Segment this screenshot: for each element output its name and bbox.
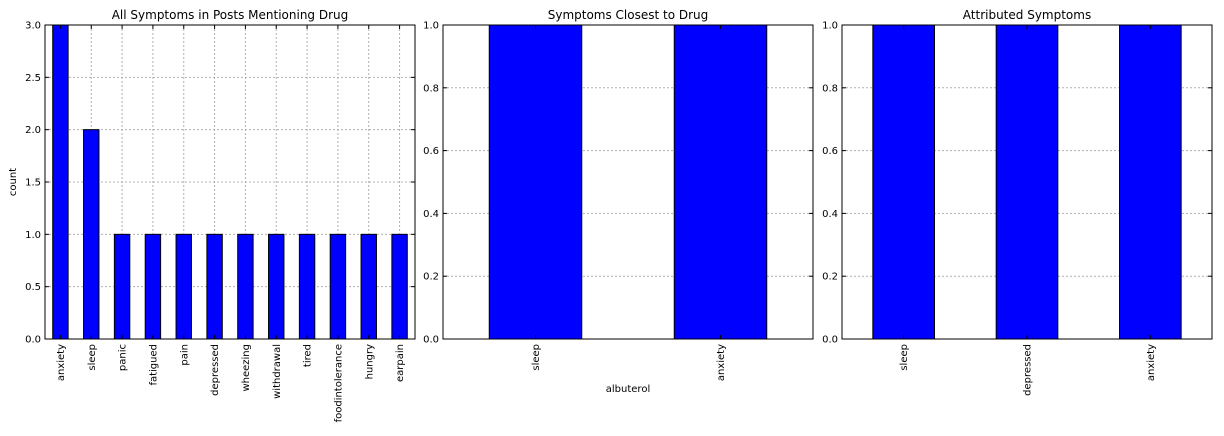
- bar-panic: [113, 233, 131, 340]
- x-tick-label: hungry: [364, 344, 375, 379]
- y-tick-label: 0.0: [423, 335, 439, 346]
- x-tick-label: anxiety: [716, 344, 727, 381]
- y-axis-label: count: [8, 168, 19, 196]
- bar-fatigued: [144, 233, 162, 340]
- bar-anxiety: [52, 24, 69, 340]
- bar-sleep: [872, 24, 935, 340]
- y-tick-label: 0.0: [822, 335, 838, 346]
- y-tick-label: 2.5: [25, 73, 41, 84]
- bar-tired: [298, 233, 316, 340]
- x-tick-label: fatigued: [148, 344, 159, 386]
- bar-pain: [175, 233, 192, 340]
- x-tick-label: sleep: [531, 344, 542, 371]
- x-tick-label: wheezing: [241, 344, 252, 392]
- bar-depressed: [206, 233, 223, 340]
- y-tick-label: 0.8: [822, 83, 838, 94]
- x-tick-label: foodintolerance: [333, 344, 344, 422]
- x-tick-label: earpain: [395, 344, 406, 382]
- y-tick-label: 0.4: [822, 209, 838, 220]
- bar-depressed: [995, 24, 1059, 340]
- x-axis-label: albuterol: [606, 384, 650, 395]
- bar-withdrawal: [268, 233, 285, 340]
- y-tick-label: 0.2: [423, 272, 439, 283]
- y-tick-label: 0.6: [822, 146, 838, 157]
- y-tick-label: 0.6: [423, 146, 439, 157]
- bar-sleep: [488, 24, 583, 340]
- x-tick-label: withdrawal: [272, 344, 283, 399]
- bar-anxiety: [673, 24, 768, 340]
- y-tick-label: 1.5: [25, 178, 41, 189]
- x-tick-label: pain: [179, 344, 190, 366]
- y-tick-label: 2.0: [25, 125, 41, 136]
- chart-title: Attributed Symptoms: [963, 8, 1091, 22]
- x-tick-label: anxiety: [1146, 344, 1157, 381]
- x-tick-label: anxiety: [56, 344, 67, 381]
- y-tick-label: 0.4: [423, 209, 439, 220]
- y-tick-label: 1.0: [423, 21, 439, 32]
- x-tick-label: panic: [118, 344, 129, 371]
- x-tick-label: sleep: [87, 344, 98, 371]
- bar-anxiety: [1119, 24, 1182, 340]
- y-tick-label: 0.0: [25, 335, 41, 346]
- bar-foodintolerance: [329, 233, 347, 340]
- x-tick-label: depressed: [210, 344, 221, 396]
- bar-earpain: [391, 233, 408, 340]
- y-tick-label: 0.2: [822, 272, 838, 283]
- chart-title: All Symptoms in Posts Mentioning Drug: [112, 8, 349, 22]
- y-tick-label: 1.0: [25, 230, 41, 241]
- axes-frame: [442, 24, 814, 340]
- bar-hungry: [360, 233, 377, 340]
- chart-title: Symptoms Closest to Drug: [548, 8, 709, 22]
- axes-frame: [44, 24, 416, 340]
- bar-wheezing: [237, 233, 254, 340]
- x-tick-label: depressed: [1023, 344, 1034, 396]
- bar-sleep: [83, 129, 100, 340]
- y-tick-label: 3.0: [25, 21, 41, 32]
- x-tick-label: tired: [303, 344, 314, 367]
- y-tick-label: 0.5: [25, 282, 41, 293]
- x-tick-label: sleep: [899, 344, 910, 371]
- y-tick-label: 1.0: [822, 21, 838, 32]
- y-tick-label: 0.8: [423, 83, 439, 94]
